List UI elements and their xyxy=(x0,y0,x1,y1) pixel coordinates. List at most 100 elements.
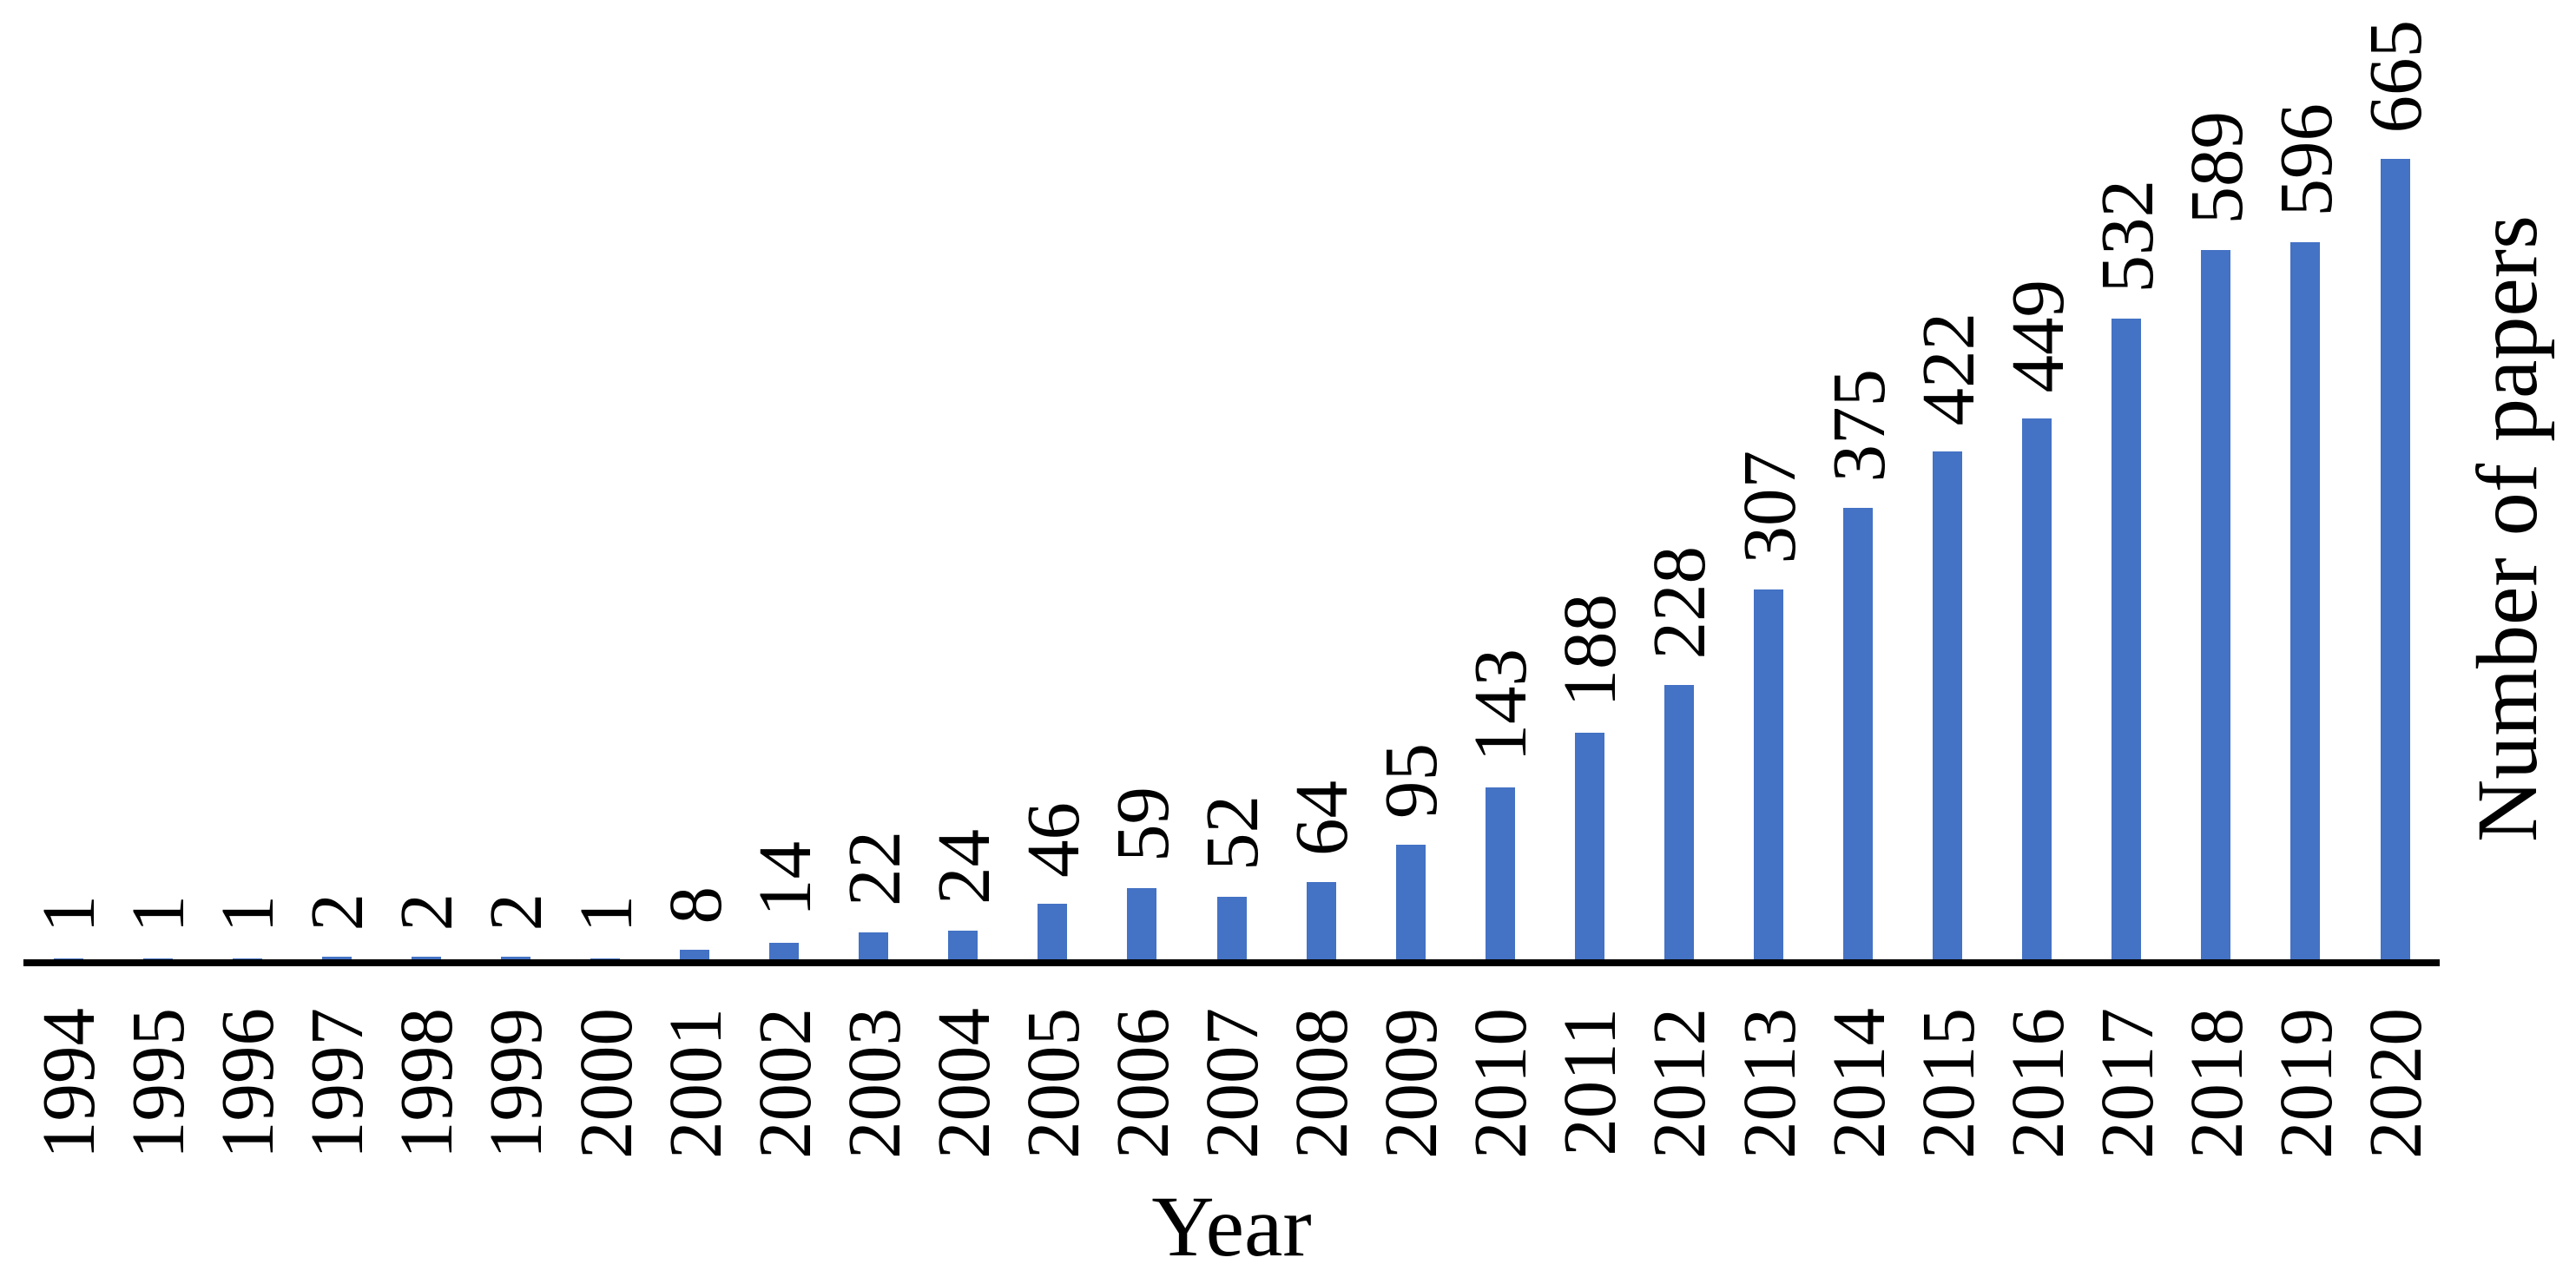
year-label: 2002 xyxy=(741,1008,827,1159)
plot-area: 1 1 1 2 2 2 1 8 14 22 24 46 59 52 64 95 143 188 228 307 375 4… xyxy=(23,0,2440,959)
x-axis-tick-cell: 2019 xyxy=(2261,1008,2350,1159)
x-axis-tick-cell: 2014 xyxy=(1814,1008,1903,1159)
x-axis-tick-cell: 2006 xyxy=(1097,1008,1187,1159)
value-label: 52 xyxy=(1189,795,1275,871)
chart-column: 22 xyxy=(829,0,919,959)
x-axis-tick-cell: 2008 xyxy=(1276,1008,1366,1159)
bar xyxy=(232,958,262,959)
chart-column: 1 xyxy=(560,0,649,959)
bar xyxy=(769,943,800,959)
chart-column: 1 xyxy=(202,0,292,959)
chart-column: 228 xyxy=(1634,0,1723,959)
chart-column: 2 xyxy=(471,0,560,959)
chart-column: 188 xyxy=(1545,0,1634,959)
year-label: 1996 xyxy=(205,1008,290,1159)
chart-column: 52 xyxy=(1187,0,1276,959)
chart-column: 64 xyxy=(1276,0,1366,959)
x-axis-tick-cell: 2002 xyxy=(740,1008,829,1159)
year-label: 2001 xyxy=(652,1008,737,1159)
value-label: 188 xyxy=(1547,593,1632,708)
chart-column: 8 xyxy=(650,0,740,959)
value-label: 596 xyxy=(2263,102,2348,217)
year-label: 1997 xyxy=(294,1008,379,1159)
x-axis-tick-cell: 2016 xyxy=(1993,1008,2082,1159)
bar xyxy=(680,950,710,959)
chart-column: 665 xyxy=(2350,0,2440,959)
year-label: 1998 xyxy=(384,1008,469,1159)
bar xyxy=(1664,685,1694,959)
chart-column: 422 xyxy=(1903,0,1993,959)
bar xyxy=(1306,882,1336,959)
bar xyxy=(1574,733,1604,959)
value-label: 59 xyxy=(1099,787,1184,862)
bar xyxy=(2380,159,2410,959)
bar xyxy=(948,931,978,959)
x-axis-title: Year xyxy=(1151,1178,1312,1274)
value-label: 665 xyxy=(2353,19,2438,134)
bar xyxy=(53,958,83,959)
bar xyxy=(1127,888,1157,959)
bar xyxy=(2201,250,2231,959)
year-label: 2008 xyxy=(1279,1008,1364,1159)
chart-column: 596 xyxy=(2261,0,2350,959)
x-axis-tick-cell: 1996 xyxy=(202,1008,292,1159)
bar xyxy=(1395,845,1426,959)
x-axis-tick-cell: 2004 xyxy=(919,1008,1008,1159)
value-label: 24 xyxy=(920,829,1005,905)
x-axis-tick-cell: 2001 xyxy=(650,1008,740,1159)
x-axis-tick-cell: 2020 xyxy=(2350,1008,2440,1159)
value-label: 307 xyxy=(1726,450,1811,564)
chart-column: 46 xyxy=(1008,0,1097,959)
bar xyxy=(859,932,889,959)
value-label: 1 xyxy=(26,894,111,933)
bar xyxy=(590,958,620,959)
year-label: 2016 xyxy=(1994,1008,2079,1159)
value-label: 532 xyxy=(2084,179,2169,293)
value-label: 375 xyxy=(1815,368,1901,483)
bar xyxy=(411,957,441,959)
year-label: 2015 xyxy=(1905,1008,1990,1159)
bar xyxy=(1485,787,1515,959)
year-label: 2006 xyxy=(1099,1008,1184,1159)
chart-column: 307 xyxy=(1723,0,1813,959)
year-label: 2007 xyxy=(1189,1008,1275,1159)
value-label: 95 xyxy=(1368,743,1453,819)
x-axis-tick-cell: 2005 xyxy=(1008,1008,1097,1159)
chart-column: 24 xyxy=(919,0,1008,959)
x-axis-tick-cell: 1995 xyxy=(113,1008,202,1159)
chart-column: 143 xyxy=(1455,0,1545,959)
x-axis-tick-cell: 2000 xyxy=(560,1008,649,1159)
chart-column: 2 xyxy=(292,0,381,959)
chart-column: 95 xyxy=(1366,0,1455,959)
chart-column: 375 xyxy=(1814,0,1903,959)
bar xyxy=(2290,242,2321,959)
year-label: 2000 xyxy=(563,1008,648,1159)
bar xyxy=(1038,904,1068,959)
year-label: 2012 xyxy=(1637,1008,1722,1159)
value-label: 2 xyxy=(473,892,558,932)
year-label: 2004 xyxy=(920,1008,1005,1159)
x-axis-tick-cell: 2010 xyxy=(1455,1008,1545,1159)
x-axis-tick-cell: 2009 xyxy=(1366,1008,1455,1159)
bar xyxy=(500,957,530,959)
value-label: 589 xyxy=(2173,110,2258,225)
value-label: 64 xyxy=(1279,780,1364,856)
bar xyxy=(1216,897,1247,959)
x-axis-tick-cell: 1994 xyxy=(23,1008,113,1159)
year-label: 1994 xyxy=(26,1008,111,1159)
x-axis-tick-cell: 2015 xyxy=(1903,1008,1993,1159)
x-axis-tick-cell: 2013 xyxy=(1723,1008,1813,1159)
year-label: 2014 xyxy=(1815,1008,1901,1159)
bar xyxy=(2112,319,2142,959)
year-label: 2009 xyxy=(1368,1008,1453,1159)
year-label: 2011 xyxy=(1547,1008,1632,1156)
chart-column: 14 xyxy=(740,0,829,959)
value-label: 228 xyxy=(1637,545,1722,660)
y-axis-title: Number of papers xyxy=(2459,215,2555,842)
year-label: 1999 xyxy=(473,1008,558,1159)
x-axis-tick-labels: 1994 1995 1996 1997 1998 1999 2000 2001 2002 2003… xyxy=(23,1008,2440,1159)
bar xyxy=(1754,589,1784,959)
year-label: 2010 xyxy=(1458,1008,1543,1159)
chart-column: 2 xyxy=(381,0,471,959)
value-label: 1 xyxy=(205,894,290,933)
